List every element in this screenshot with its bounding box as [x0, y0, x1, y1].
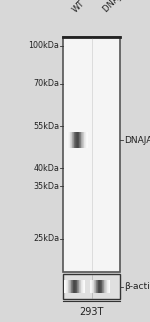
Bar [82, 280, 83, 293]
Bar [69, 132, 70, 148]
Text: 55kDa: 55kDa [33, 122, 59, 131]
Bar [72, 132, 73, 148]
Text: 40kDa: 40kDa [33, 164, 59, 173]
Bar [76, 280, 77, 293]
Bar [64, 280, 65, 293]
Text: DNAJA1: DNAJA1 [124, 136, 150, 145]
Bar [78, 132, 79, 148]
Bar [85, 132, 86, 148]
Bar [103, 280, 104, 293]
Bar [68, 280, 69, 293]
Bar [94, 280, 95, 293]
Bar [72, 280, 73, 293]
Bar [66, 280, 67, 293]
Bar [96, 280, 97, 293]
Bar [71, 132, 72, 148]
Bar [70, 132, 71, 148]
Text: 70kDa: 70kDa [33, 79, 59, 88]
Bar [92, 280, 93, 293]
Text: 100kDa: 100kDa [28, 41, 59, 50]
Bar [74, 132, 75, 148]
Bar [79, 280, 80, 293]
Bar [107, 280, 108, 293]
Bar [63, 274, 120, 299]
Bar [101, 280, 102, 293]
Bar [80, 132, 81, 148]
Bar [75, 280, 76, 293]
Bar [76, 132, 77, 148]
Bar [109, 280, 110, 293]
Bar [105, 280, 106, 293]
Text: 293T: 293T [79, 307, 104, 317]
Bar [99, 280, 100, 293]
Text: 25kDa: 25kDa [33, 234, 59, 243]
Bar [95, 280, 96, 293]
Bar [84, 132, 85, 148]
Bar [73, 132, 74, 148]
Bar [76, 132, 77, 148]
Bar [78, 280, 79, 293]
Bar [63, 37, 120, 272]
Bar [68, 132, 69, 148]
Text: WT: WT [71, 0, 87, 14]
Bar [87, 132, 88, 148]
Bar [75, 132, 76, 148]
Bar [83, 280, 84, 293]
Bar [102, 280, 103, 293]
Bar [65, 280, 66, 293]
Bar [77, 280, 78, 293]
Bar [83, 132, 84, 148]
Text: 35kDa: 35kDa [33, 182, 59, 191]
Bar [70, 280, 71, 293]
Bar [71, 280, 72, 293]
Bar [67, 280, 68, 293]
Bar [81, 280, 82, 293]
Bar [77, 132, 78, 148]
Bar [104, 280, 105, 293]
Text: β-actin: β-actin [124, 282, 150, 291]
Bar [106, 280, 107, 293]
Bar [81, 132, 82, 148]
Bar [74, 280, 75, 293]
Bar [74, 132, 75, 148]
Bar [97, 280, 98, 293]
Bar [79, 132, 80, 148]
Bar [84, 280, 85, 293]
Bar [100, 280, 101, 293]
Bar [108, 280, 109, 293]
Bar [93, 280, 94, 293]
Bar [104, 280, 105, 293]
Text: DNAJA1 KO: DNAJA1 KO [102, 0, 141, 14]
Bar [82, 132, 83, 148]
Bar [90, 280, 91, 293]
Bar [80, 280, 81, 293]
Bar [67, 132, 68, 148]
Bar [98, 280, 99, 293]
Bar [91, 280, 92, 293]
Bar [73, 280, 74, 293]
Bar [69, 280, 70, 293]
Bar [86, 132, 87, 148]
